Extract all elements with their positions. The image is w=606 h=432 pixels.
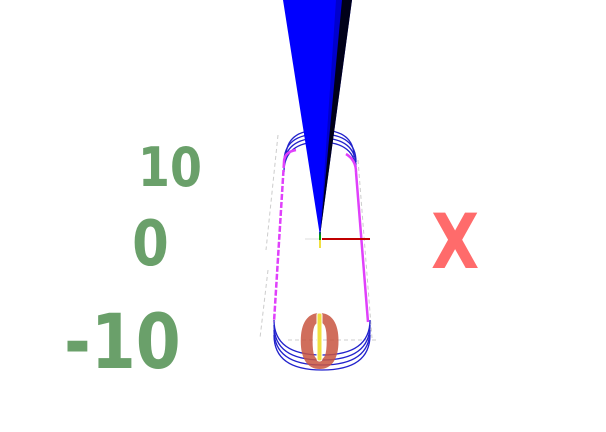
- ghost-outline: [259, 134, 378, 341]
- axis-label-minus-10: -10: [64, 298, 181, 386]
- toolpath-sides: [272, 148, 370, 323]
- cone-tool-icon: [283, 0, 352, 236]
- origin-axes-icon: [305, 232, 370, 248]
- axis-letter-x: X: [431, 198, 479, 287]
- axis-label-0: 0: [132, 208, 169, 280]
- z-marker: [316, 312, 323, 362]
- axis-label-10: 10: [138, 135, 202, 199]
